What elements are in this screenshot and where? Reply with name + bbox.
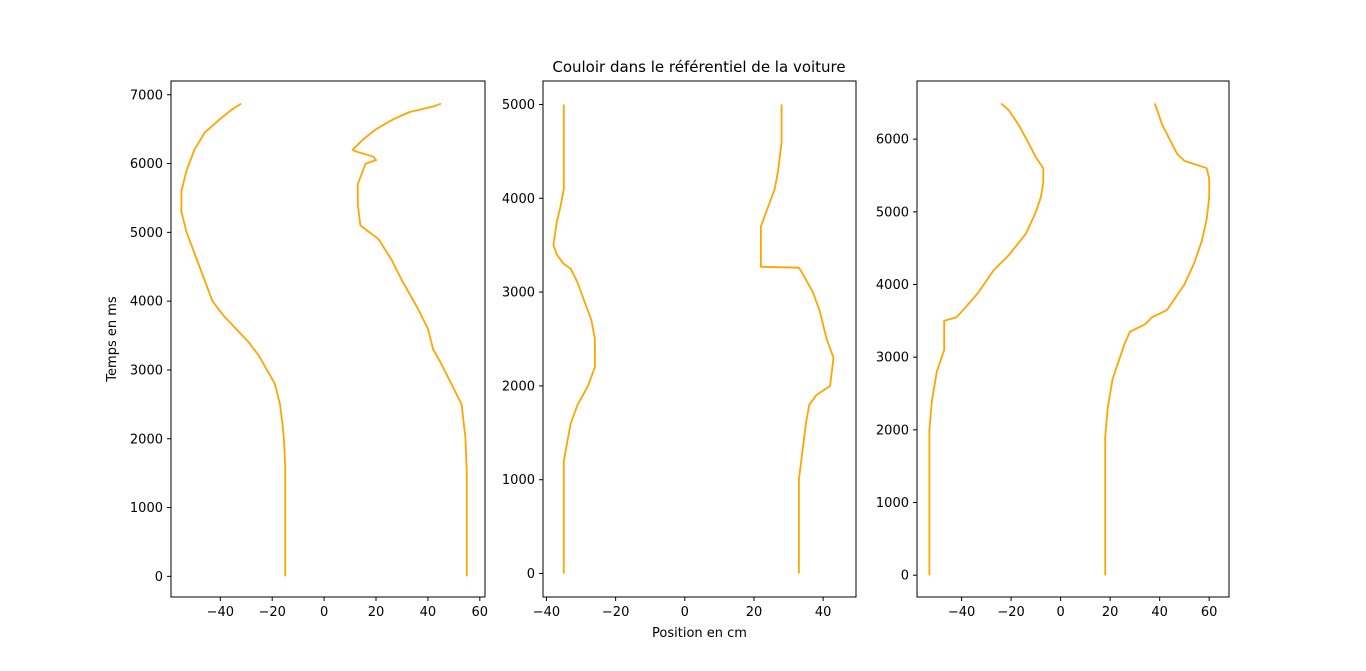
y-tick-label: 2000 <box>502 379 535 394</box>
x-tick-label: 40 <box>420 605 437 620</box>
series-line-left-boundary <box>552 104 596 574</box>
x-tick-label: 40 <box>1151 605 1168 620</box>
x-tick-label: −20 <box>258 605 285 620</box>
y-tick-label: 5000 <box>876 205 909 220</box>
subplot-3: −40 −20 0 20 40 60 0 1000 2000 3000 4000 5000 6000 <box>876 80 1230 620</box>
y-tick-label: 4000 <box>130 295 163 310</box>
series-line-left-boundary <box>180 102 287 577</box>
y-tick-label: 3000 <box>130 363 163 378</box>
x-tick-label: −20 <box>997 605 1024 620</box>
x-tick-label: 0 <box>681 605 689 620</box>
axes-frame <box>542 80 857 598</box>
y-tick-label: 2000 <box>876 423 909 438</box>
y-tick-label: 1000 <box>130 501 163 516</box>
y-tick-label: 1000 <box>502 473 535 488</box>
series-line-right-boundary <box>351 102 468 577</box>
y-tick-label: 4000 <box>502 192 535 207</box>
y-tick-label: 3000 <box>502 286 535 301</box>
x-tick-label: 20 <box>368 605 385 620</box>
y-axis-label: Temps en ms <box>105 296 120 383</box>
x-tick-label: −40 <box>207 605 234 620</box>
x-tick-label: −40 <box>948 605 975 620</box>
y-tick-label: 0 <box>527 567 535 582</box>
y-tick-label: 5000 <box>130 226 163 241</box>
subplot-2: −40 −20 0 20 40 0 1000 2000 3000 4000 5000 Position… <box>502 80 857 641</box>
y-tick-label: 6000 <box>130 157 163 172</box>
x-tick-label: 60 <box>1201 605 1218 620</box>
y-tick-label: 3000 <box>876 351 909 366</box>
x-tick-label: 0 <box>320 605 328 620</box>
series-line-left-boundary <box>928 102 1045 576</box>
axes-frame <box>916 80 1230 598</box>
y-tick-label: 4000 <box>876 278 909 293</box>
x-tick-label: 60 <box>472 605 489 620</box>
y-tick-label: 5000 <box>502 98 535 113</box>
y-tick-label: 2000 <box>130 432 163 447</box>
x-tick-label: −40 <box>533 605 560 620</box>
series-line-right-boundary <box>760 104 835 574</box>
x-tick-label: 40 <box>815 605 832 620</box>
x-tick-label: 20 <box>1102 605 1119 620</box>
x-axis-label: Position en cm <box>652 626 747 641</box>
y-tick-label: 6000 <box>876 133 909 148</box>
y-tick-label: 7000 <box>130 88 163 103</box>
figure-title: Couloir dans le référentiel de la voitur… <box>552 58 845 76</box>
x-tick-label: 20 <box>746 605 763 620</box>
series-line-right-boundary <box>1104 103 1211 576</box>
y-tick-label: 0 <box>901 569 909 584</box>
axes-frame <box>170 80 486 598</box>
y-tick-label: 0 <box>155 570 163 585</box>
x-tick-label: −20 <box>602 605 629 620</box>
y-tick-label: 1000 <box>876 496 909 511</box>
subplot-1: −40 −20 0 20 40 60 0 1000 2000 3000 4000 5000 6000 70… <box>105 80 489 620</box>
x-tick-label: 0 <box>1056 605 1064 620</box>
